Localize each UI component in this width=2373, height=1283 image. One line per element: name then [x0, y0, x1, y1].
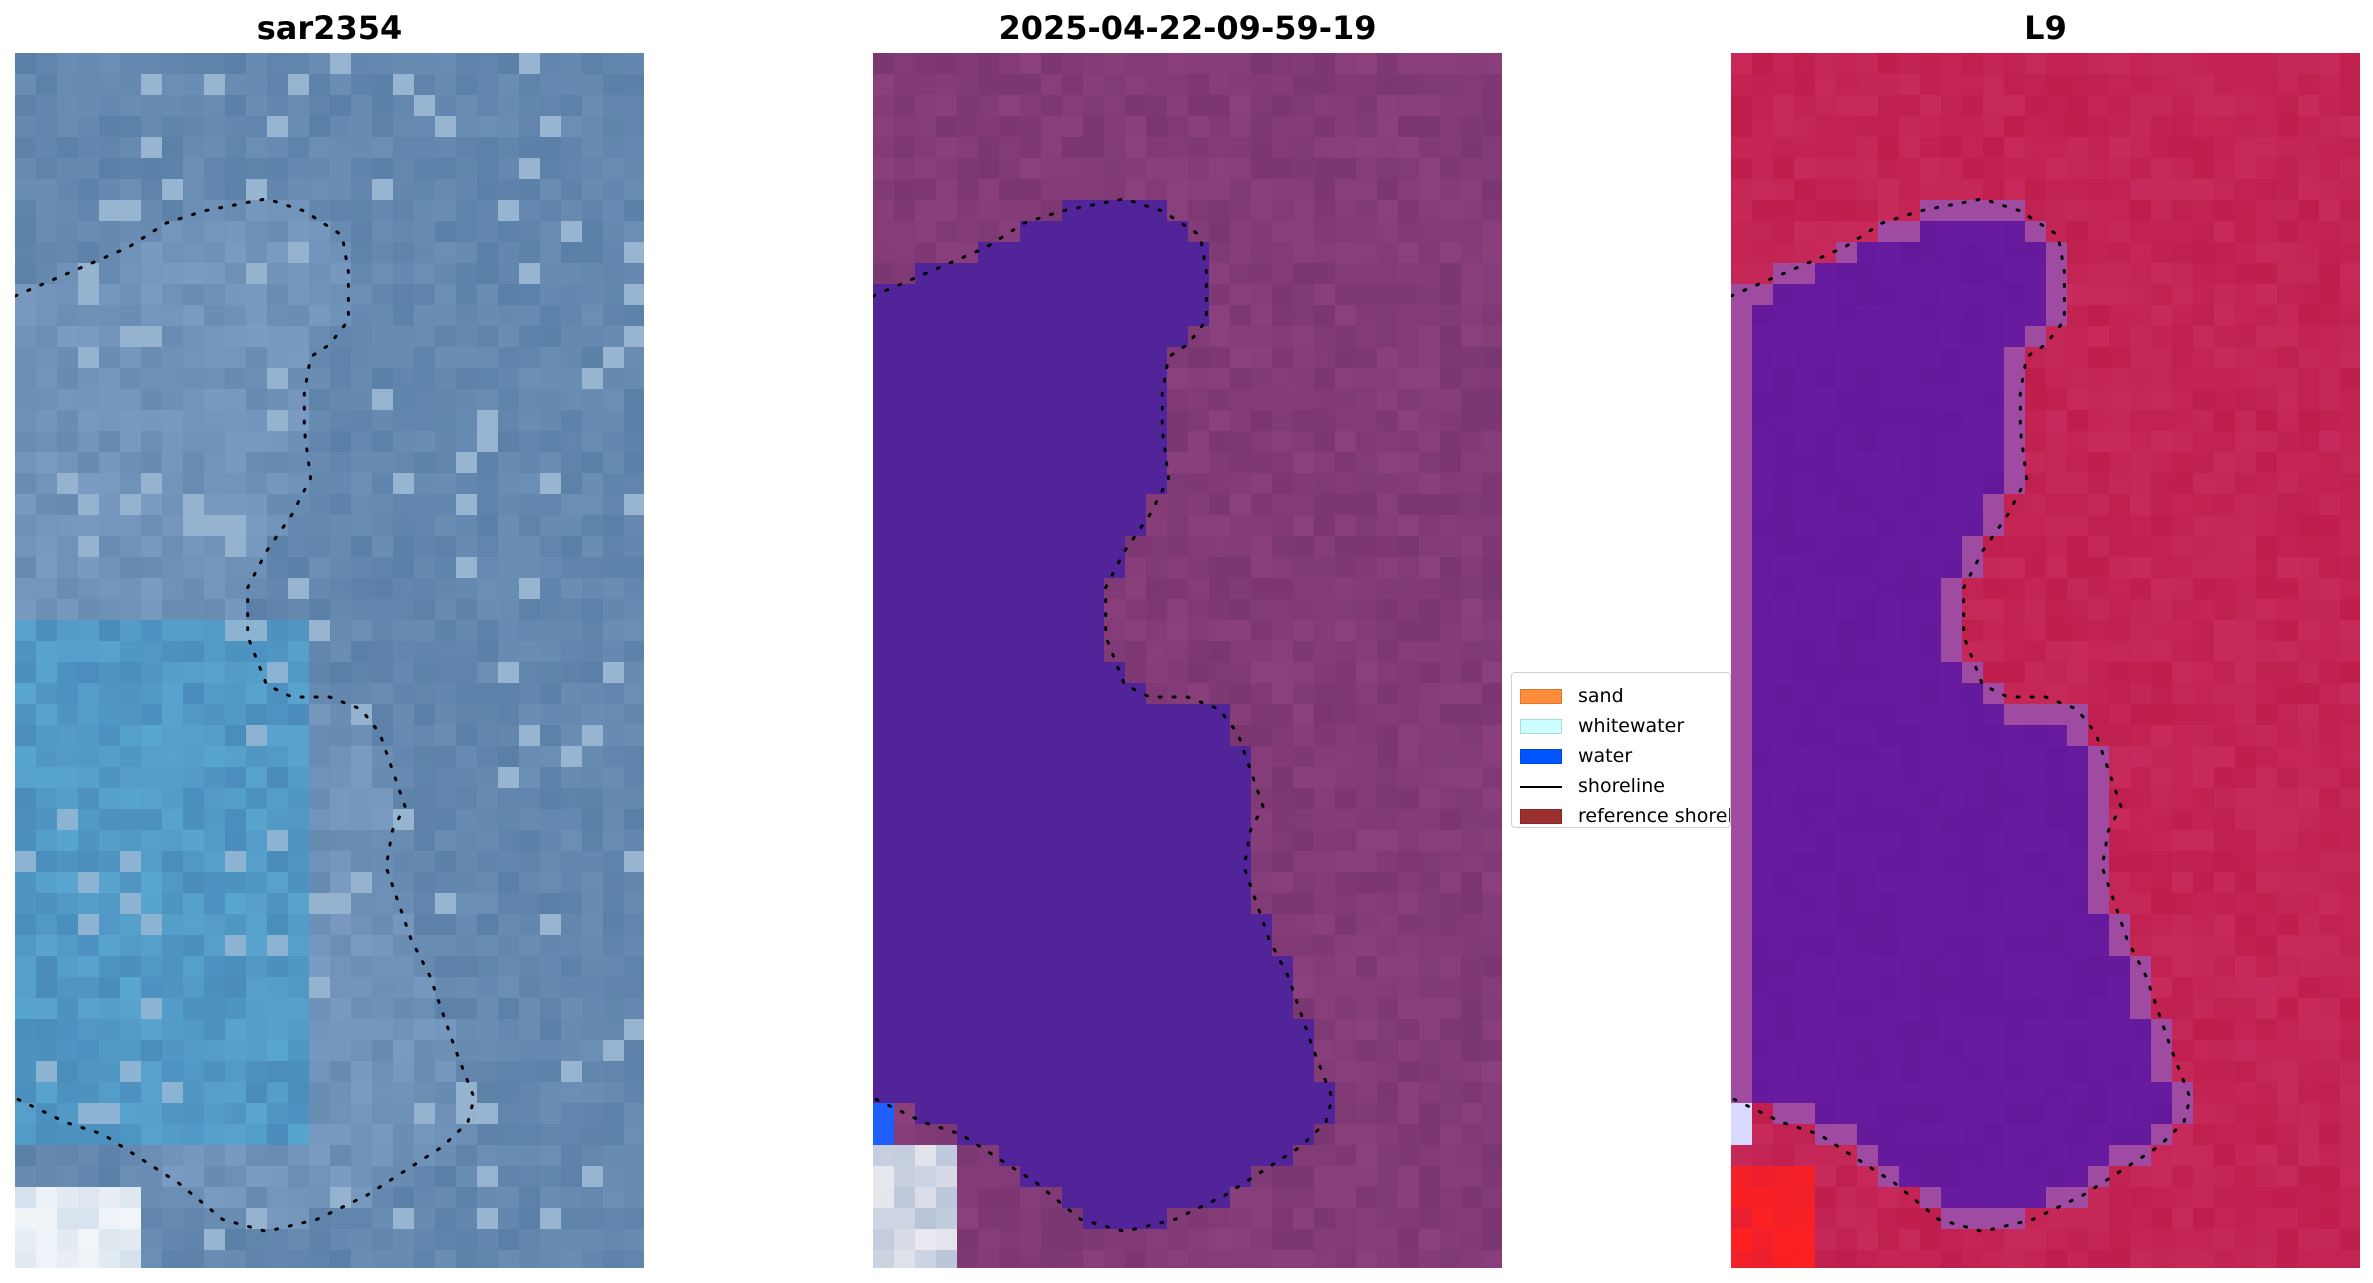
sar-shoreline — [15, 197, 476, 1234]
classified-image — [873, 53, 1502, 1268]
l9-image — [1731, 53, 2360, 1268]
legend-label-shoreline: shoreline — [1578, 775, 1665, 797]
panel-title-date: 2025-04-22-09-59-19 — [998, 9, 1377, 47]
legend-item-water: water — [1520, 744, 1632, 768]
legend-swatch-sand — [1520, 688, 1562, 704]
sar-image — [15, 53, 644, 1268]
legend-swatch-reference-shoreline — [1520, 808, 1562, 824]
legend-item-reference-shoreline: reference shoreline — [1520, 804, 1730, 827]
legend-label-sand: sand — [1578, 685, 1624, 707]
sar-pixel-grid — [15, 53, 644, 1268]
legend-item-shoreline: shoreline — [1520, 774, 1665, 798]
panel-title-sar: sar2354 — [256, 9, 403, 47]
l9-image-panel — [1731, 53, 2360, 1268]
legend-label-reference-shoreline: reference shoreline — [1578, 805, 1730, 827]
legend-swatch-water — [1520, 748, 1562, 764]
l9-pixel-grid — [1731, 53, 2360, 1268]
l9-shoreline — [1731, 197, 2192, 1234]
legend-label-water: water — [1578, 745, 1633, 767]
legend: sand whitewater water shoreline referenc… — [1511, 672, 1731, 828]
legend-label-whitewater: whitewater — [1578, 715, 1685, 737]
legend-swatch-shoreline — [1520, 779, 1562, 794]
legend-item-whitewater: whitewater — [1520, 714, 1684, 738]
classified-image-panel — [873, 53, 1502, 1268]
legend-swatch-whitewater — [1520, 718, 1562, 734]
sar-image-panel — [15, 53, 644, 1268]
classified-shoreline — [873, 197, 1334, 1234]
panel-title-l9: L9 — [2024, 9, 2067, 47]
legend-item-sand: sand — [1520, 684, 1624, 708]
classified-pixel-grid — [873, 53, 1502, 1268]
